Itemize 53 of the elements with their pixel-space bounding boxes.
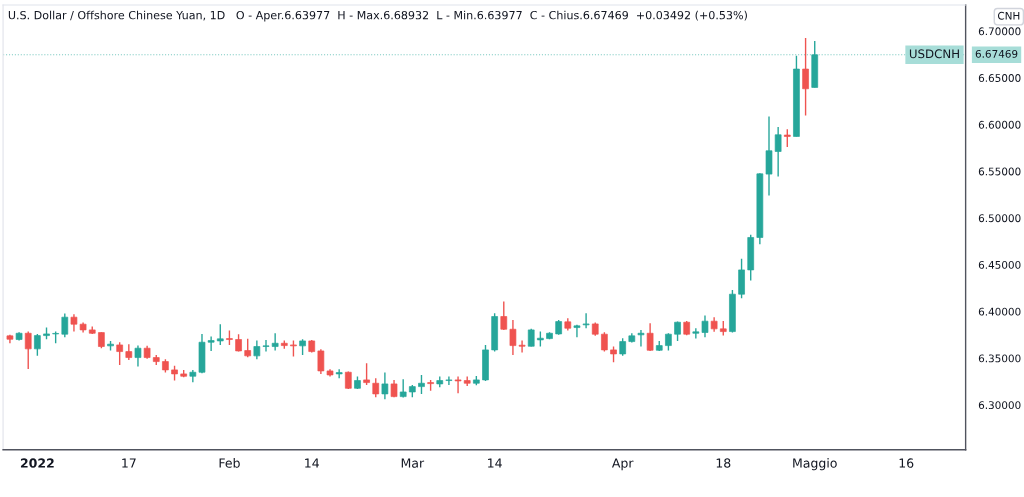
x-tick-label: 2022 <box>20 458 54 468</box>
x-tick-label: 14 <box>305 458 319 468</box>
candlestick <box>381 371 389 400</box>
y-tick-label: 6.55000 <box>978 167 1021 176</box>
candlestick <box>765 115 773 197</box>
x-tick-label: 18 <box>716 458 731 468</box>
text: 6.67469 <box>975 49 1018 58</box>
candlestick <box>802 37 809 117</box>
candlestick <box>418 374 425 395</box>
candlestick <box>573 324 581 338</box>
x-tick-label: Apr <box>611 458 634 471</box>
candlestick <box>24 330 32 370</box>
x-tick-label: Maggio <box>793 458 837 471</box>
candlestick <box>454 375 462 394</box>
candlestick <box>582 312 590 329</box>
y-tick-label: 6.70000 <box>978 27 1021 36</box>
candlestick <box>317 348 325 375</box>
candlestick <box>363 362 370 386</box>
candlestick <box>601 331 608 353</box>
y-tick-label: 6.30000 <box>978 401 1021 410</box>
chart-title: U.S. Dollar / Offshore Chinese Yuan, 1D O - Aper.6.63977 H - Max.6.68932 L - Min.6.63977 C - Chius.6.67469 +0.03492 (+0.53%) <box>8 10 747 22</box>
candlestick <box>34 333 41 357</box>
candlestick <box>692 327 700 340</box>
candlestick <box>335 368 343 379</box>
candlestick <box>207 335 215 352</box>
x-tick-label: Mar <box>401 458 425 468</box>
ref-line-label: USDCNH <box>909 49 959 59</box>
candlestick <box>134 344 142 368</box>
y-tick-label: 6.35000 <box>978 354 1021 363</box>
candlestick <box>500 300 508 331</box>
y-tick-label: 6.50000 <box>978 214 1021 223</box>
candlestick <box>262 339 270 353</box>
y-tick-label: 6.40000 <box>978 307 1021 316</box>
x-tick-label: 14 <box>488 458 502 468</box>
candlestick <box>116 341 123 366</box>
candlestick <box>445 375 453 386</box>
candlestick <box>399 378 407 399</box>
candlestick <box>774 126 782 178</box>
candlestick <box>637 329 645 348</box>
candlestick <box>701 314 709 338</box>
candlestick <box>253 339 261 360</box>
x-tick-label: 16 <box>899 458 914 468</box>
candlestick <box>61 312 69 338</box>
candlestick <box>271 332 279 352</box>
text: CNH <box>997 11 1020 20</box>
y-tick-label: 6.60000 <box>978 120 1021 129</box>
x-tick-label: 17 <box>122 458 136 468</box>
y-tick-label: 6.65000 <box>978 74 1021 82</box>
candlestick <box>646 322 654 352</box>
candlestick <box>372 377 380 398</box>
x-tick-label: Feb <box>219 458 240 468</box>
candlestick <box>216 323 224 346</box>
y-tick-label: 6.45000 <box>978 260 1021 269</box>
